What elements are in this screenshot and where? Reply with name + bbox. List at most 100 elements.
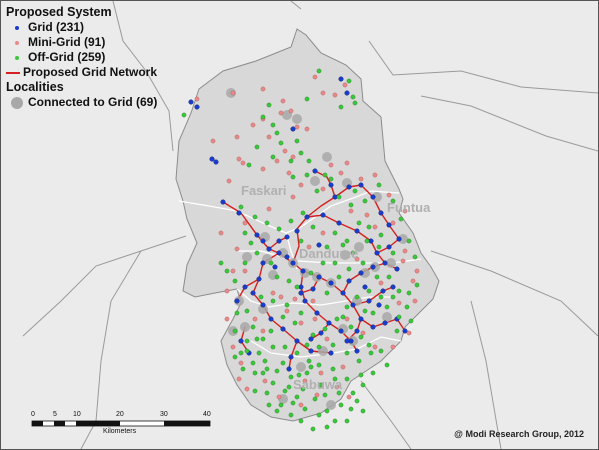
offgrid-point-161 [336, 390, 342, 396]
minigrid-point-79 [260, 86, 266, 92]
offgrid-point-171 [252, 388, 258, 394]
offgrid-point-101 [284, 302, 290, 308]
scale-tick-5: 5 [53, 411, 57, 418]
boundary-line-3 [420, 95, 598, 152]
grid-point-37 [242, 284, 248, 290]
offgrid-point-46 [244, 308, 250, 314]
offgrid-point-52 [306, 358, 312, 364]
minigrid-point-23 [372, 172, 378, 178]
grid-point-62 [238, 338, 244, 344]
boundary-line-4 [430, 250, 598, 337]
minigrid-point-53 [276, 394, 282, 400]
offgrid-point-68 [312, 396, 318, 402]
offgrid-point-109 [378, 294, 384, 300]
offgrid-point-1 [260, 114, 266, 120]
grid-point-77 [290, 126, 296, 132]
offgrid-point-42 [370, 310, 376, 316]
legend-label-connected: Connected to Grid (69) [28, 95, 158, 109]
grid-point-15 [332, 194, 338, 200]
offgrid-point-151 [254, 336, 260, 342]
minigrid-point-58 [278, 294, 284, 300]
minigrid-point-84 [320, 90, 326, 96]
offgrid-point-92 [264, 220, 270, 226]
offgrid-point-34 [332, 260, 338, 266]
offgrid-point-132 [306, 158, 312, 164]
boundary-line-2 [368, 40, 598, 94]
connected-halo-15 [340, 250, 350, 260]
minigrid-point-64 [348, 208, 354, 214]
minigrid-point-11 [240, 160, 246, 166]
offgrid-point-55 [344, 350, 350, 356]
offgrid-point-119 [304, 370, 310, 376]
minigrid-point-71 [320, 186, 326, 192]
offgrid-point-113 [384, 362, 390, 368]
offgrid-point-138 [350, 250, 356, 256]
legend-item-connected: Connected to Grid (69) [6, 95, 157, 110]
scale-bar-segment-2 [76, 421, 120, 426]
minigrid-point-39 [324, 336, 330, 342]
minigrid-point-50 [302, 378, 308, 384]
minigrid-point-36 [284, 308, 290, 314]
minigrid-point-51 [314, 392, 320, 398]
minigrid-point-35 [238, 360, 244, 366]
offgrid-point-135 [352, 188, 358, 194]
offgrid-point-44 [396, 314, 402, 320]
grid-point-12 [304, 214, 310, 220]
offgrid-point-124 [232, 354, 238, 360]
minigrid-point-0 [230, 90, 236, 96]
minigrid-point-17 [226, 178, 232, 184]
grid-point-59 [338, 328, 344, 334]
offgrid-point-27 [254, 250, 260, 256]
connected-halo-2 [292, 114, 302, 124]
offgrid-point-41 [362, 308, 368, 314]
boundary-line-1 [290, 1, 302, 10]
lga-border-3 [236, 288, 391, 308]
minigrid-point-54 [262, 378, 268, 384]
offgrid-point-84 [356, 220, 362, 226]
offgrid-point-25 [242, 230, 248, 236]
connected-halo-23 [382, 312, 392, 322]
offgrid-point-148 [292, 320, 298, 326]
legend-title-localities: Localities [6, 80, 64, 94]
offgrid-point-73 [286, 384, 292, 390]
connected-halo-29 [326, 400, 336, 410]
minigrid-point-65 [320, 230, 326, 236]
minigrid-point-26 [218, 230, 224, 236]
minigrid-point-67 [354, 256, 360, 262]
legend-item-offgrid: Off-Grid (259) [6, 50, 157, 65]
offgrid-point-104 [322, 326, 328, 332]
minigrid-point-80 [372, 224, 378, 230]
offgrid-point-170 [264, 390, 270, 396]
grid-point-81 [376, 302, 382, 308]
grid-point-48 [370, 324, 376, 330]
offgrid-point-12 [304, 172, 310, 178]
place-label-dandume: Dandume [299, 246, 359, 261]
map-legend: Proposed System Grid (231) Mini-Grid (91… [6, 5, 157, 110]
minigrid-point-74 [234, 134, 240, 140]
offgrid-point-89 [340, 242, 346, 248]
offgrid-point-13 [314, 188, 320, 194]
offgrid-point-163 [360, 408, 366, 414]
offgrid-point-91 [276, 226, 282, 232]
grid-point-54 [390, 284, 396, 290]
offgrid-point-22 [366, 224, 372, 230]
connected-halo-27 [296, 362, 306, 372]
place-label-sabuwa: Sabuwa [293, 377, 343, 392]
grid-point-25 [382, 260, 388, 266]
minigrid-point-63 [364, 212, 370, 218]
grid-point-80 [362, 284, 368, 290]
minigrid-point-10 [290, 154, 296, 160]
minigrid-point-25 [402, 208, 408, 214]
offgrid-point-45 [408, 318, 414, 324]
offgrid-point-9 [254, 144, 260, 150]
offgrid-point-30 [286, 278, 292, 284]
offgrid-point-75 [266, 402, 272, 408]
offgrid-point-28 [268, 260, 274, 266]
boundary-line-5 [470, 300, 502, 449]
minigrid-point-41 [360, 330, 366, 336]
minigrid-point-72 [402, 248, 408, 254]
grid-point-82 [236, 210, 242, 216]
offgrid-point-3 [278, 140, 284, 146]
lga-border-0 [178, 190, 400, 234]
